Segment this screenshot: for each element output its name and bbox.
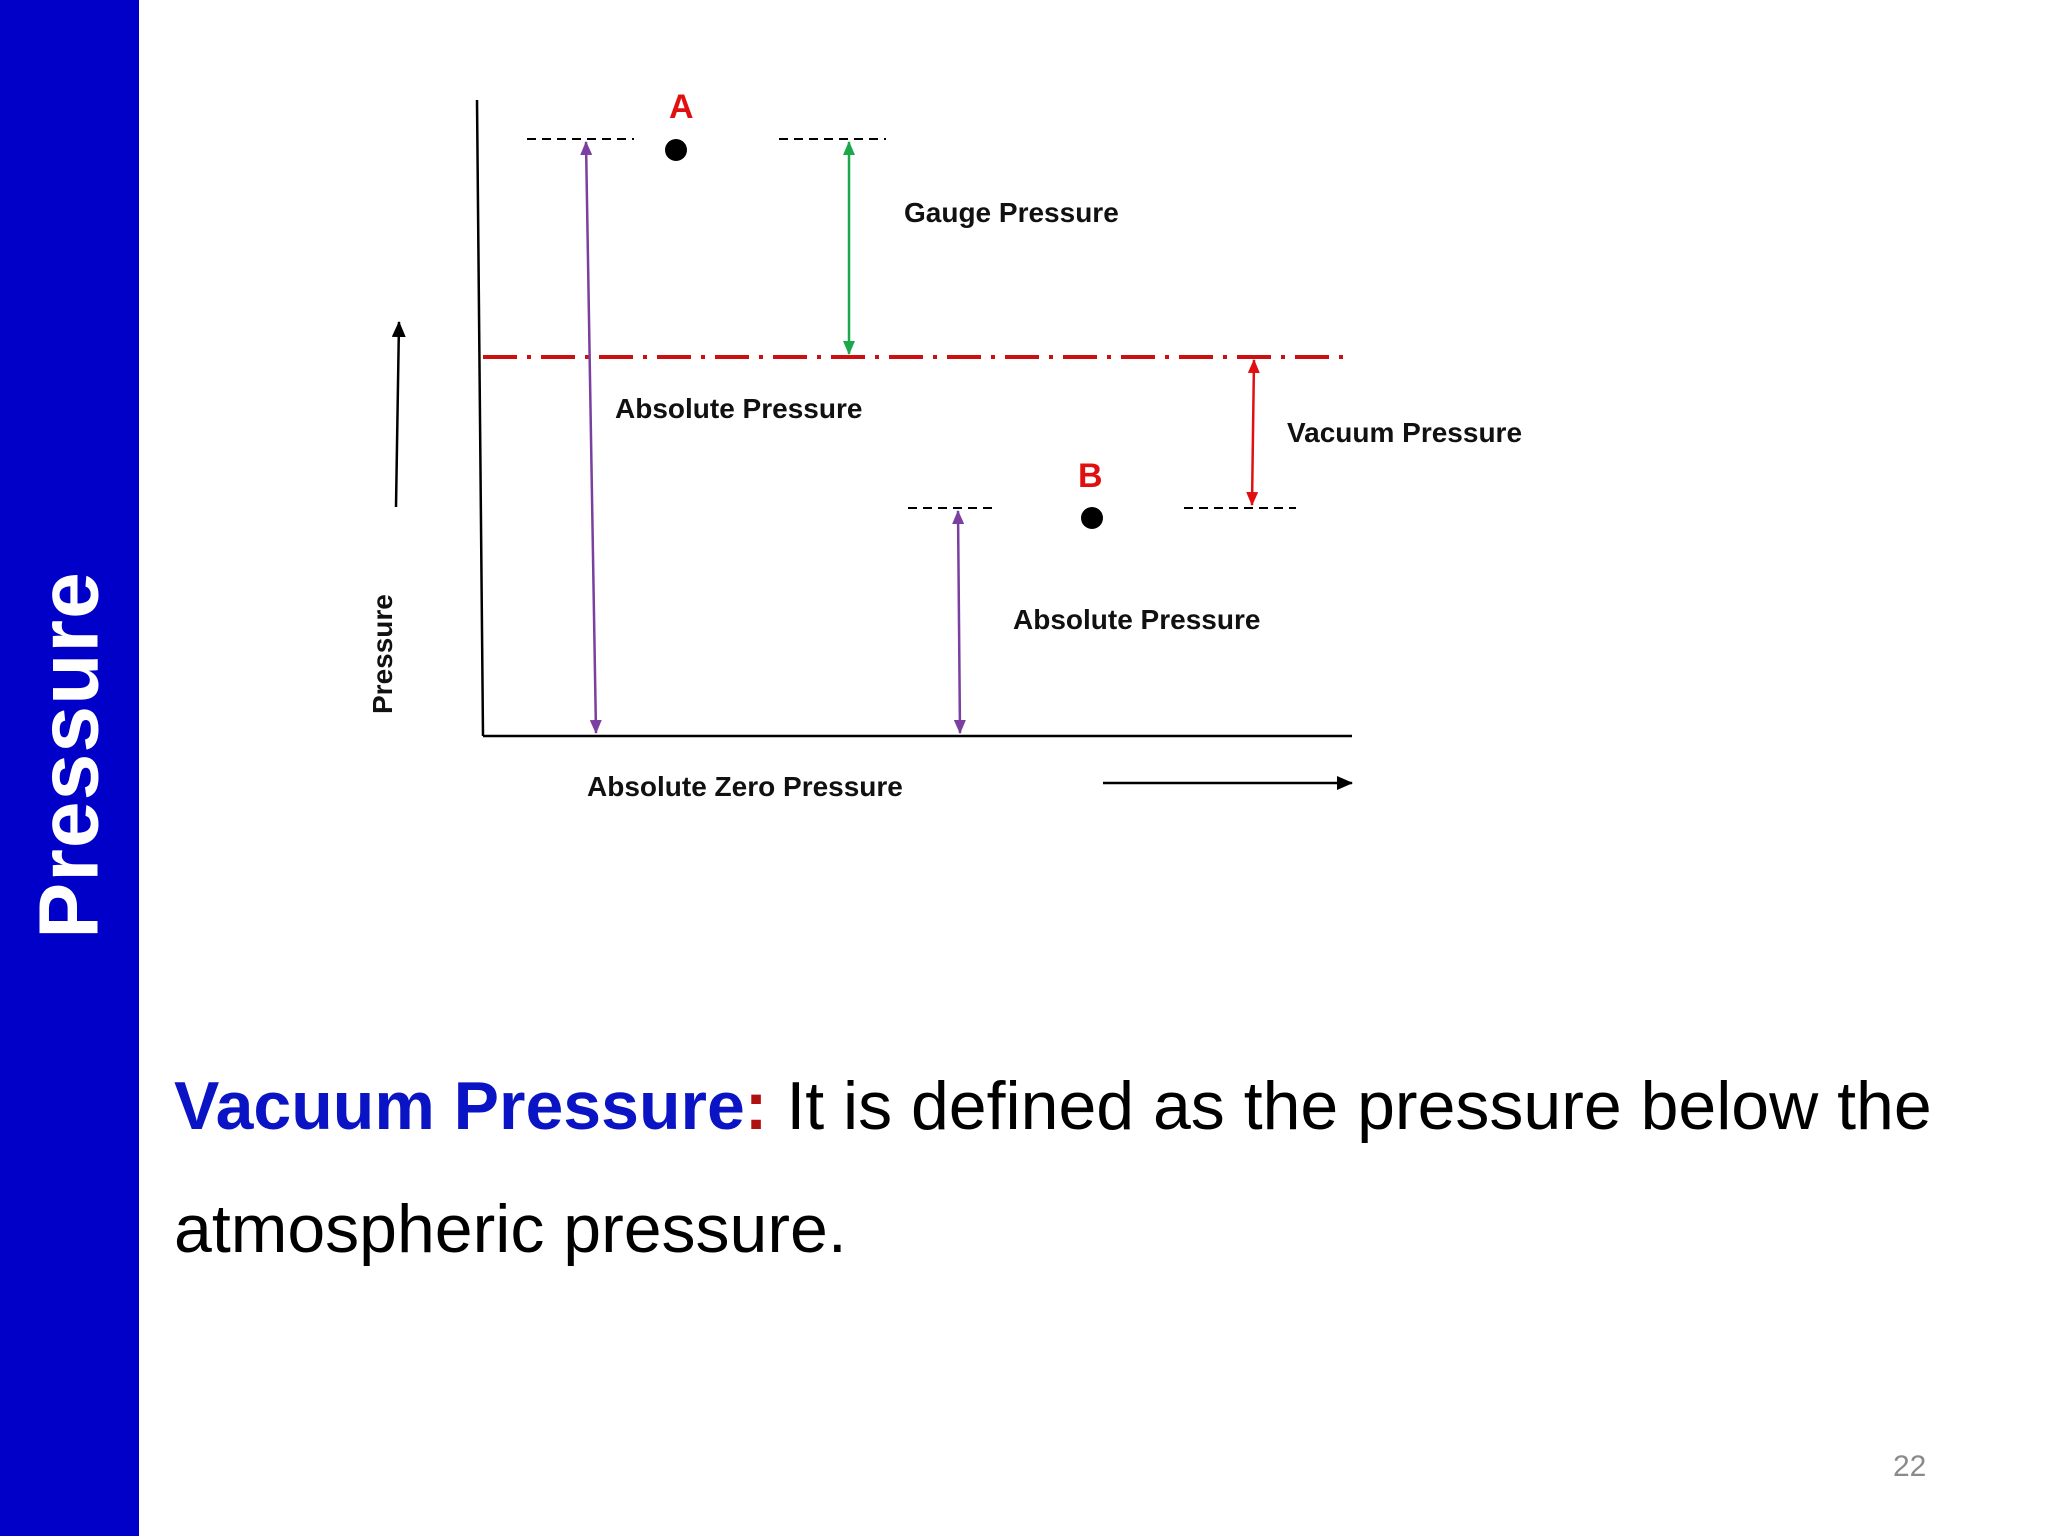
y-axis-line <box>475 99 485 737</box>
gauge-pressure-label: Gauge Pressure <box>904 197 1119 228</box>
point-b-marker <box>1081 507 1103 529</box>
vacuum-pressure-label: Vacuum Pressure <box>1287 417 1522 448</box>
vacuum-pressure-arrow <box>1246 359 1260 506</box>
page-number: 22 <box>1893 1450 1927 1483</box>
definition-term: Vacuum Pressure <box>174 1068 745 1144</box>
definition-colon: : <box>744 1068 768 1144</box>
y-direction-arrow <box>391 321 406 508</box>
absolute-pressure-arrow-a <box>580 141 602 734</box>
point-a-label: A <box>669 88 694 126</box>
point-a-marker <box>665 139 687 161</box>
absolute-zero-pressure-label: Absolute Zero Pressure <box>587 771 903 802</box>
y-axis-label: Pressure <box>367 594 398 714</box>
absolute-pressure-label-b: Absolute Pressure <box>1013 604 1260 635</box>
absolute-pressure-label-a: Absolute Pressure <box>615 393 862 424</box>
absolute-pressure-arrow-b <box>952 510 966 734</box>
sidebar: Pressure <box>0 0 139 1536</box>
point-b-label: B <box>1078 457 1103 495</box>
definition-text: Vacuum Pressure: It is defined as the pr… <box>174 1045 1974 1291</box>
definition-body: It is defined as the pressure below the … <box>174 1068 1932 1267</box>
